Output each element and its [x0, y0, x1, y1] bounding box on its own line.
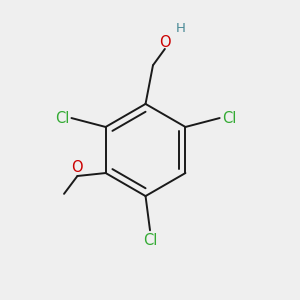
Text: Cl: Cl — [143, 232, 157, 247]
Text: O: O — [72, 160, 83, 175]
Text: Cl: Cl — [55, 110, 69, 125]
Text: O: O — [159, 35, 171, 50]
Text: Cl: Cl — [222, 110, 236, 125]
Text: H: H — [175, 22, 185, 35]
